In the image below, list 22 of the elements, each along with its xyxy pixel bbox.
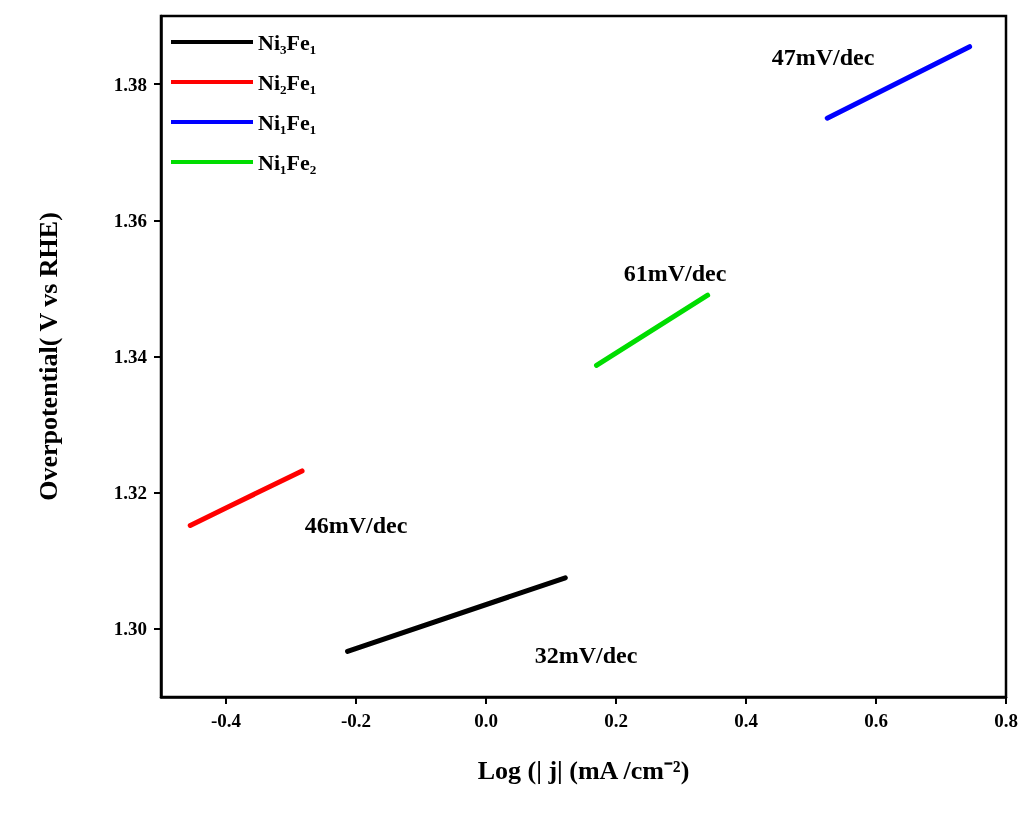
x-tick-label: 0.6: [864, 710, 888, 731]
x-tick-label: 0.2: [604, 710, 628, 731]
legend-label: Ni₂Fe₁: [258, 69, 317, 95]
annotation: 46mV/dec: [304, 512, 408, 538]
y-tick-label: 1.38: [113, 73, 147, 95]
x-tick-label: 0.4: [734, 710, 759, 731]
y-axis-title: Overpotential( V vs RHE): [33, 212, 63, 501]
annotation: 32mV/dec: [534, 642, 638, 668]
y-tick-label: 1.32: [113, 482, 147, 504]
x-tick-label: -0.4: [210, 710, 242, 731]
y-tick-label: 1.30: [113, 618, 147, 640]
x-axis-title: Log (| j| (mA /cm⁻²): [477, 755, 690, 785]
annotation: 47mV/dec: [771, 44, 875, 70]
legend-label: Ni₃Fe₁: [258, 29, 317, 55]
x-tick-label: -0.2: [340, 710, 372, 731]
annotation: 61mV/dec: [623, 260, 727, 286]
x-tick-label: 0.0: [474, 710, 498, 731]
x-tick-label: 0.8: [994, 710, 1018, 731]
legend-label: Ni₁Fe₂: [258, 149, 317, 175]
y-tick-label: 1.36: [113, 209, 147, 231]
legend-label: Ni₁Fe₁: [258, 109, 317, 135]
y-tick-label: 1.34: [113, 346, 148, 367]
